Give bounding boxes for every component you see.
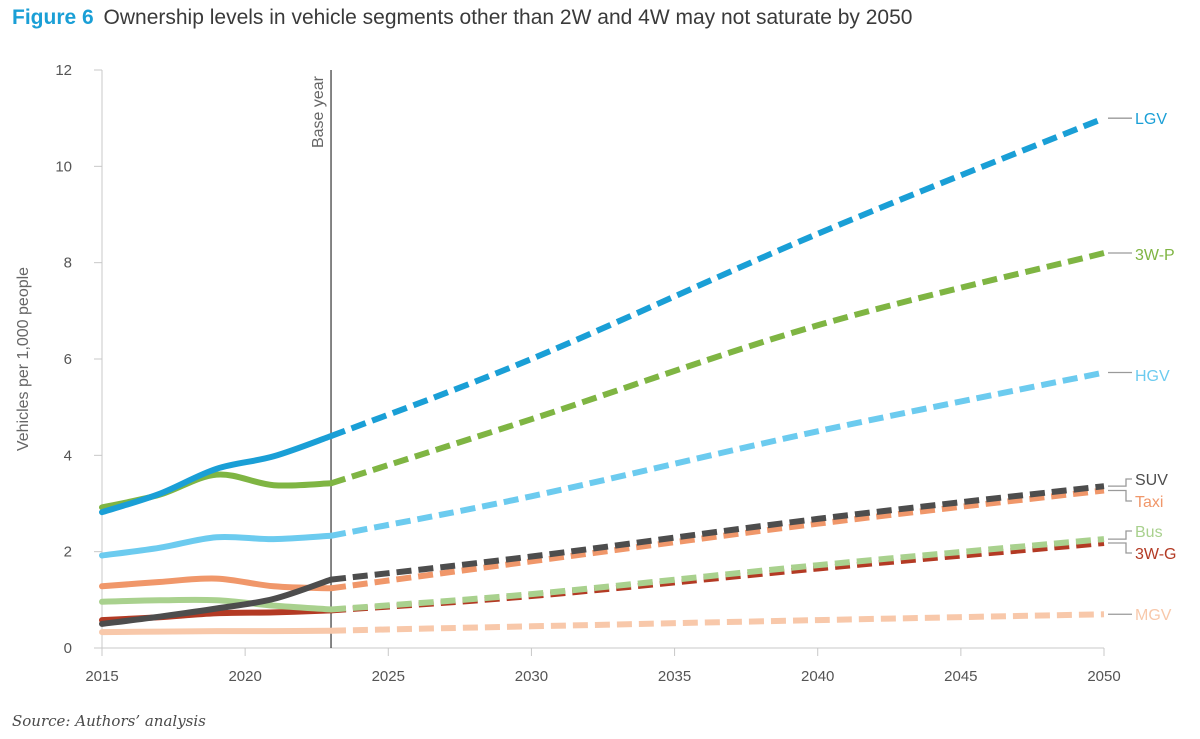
- y-tick-label: 0: [64, 640, 72, 657]
- series-projection-suv: [330, 483, 1105, 583]
- series-lines: [99, 115, 1106, 636]
- series-historical-bus: [99, 596, 334, 613]
- series-projection-taxi: [330, 487, 1105, 592]
- series-projection-3w-p: [330, 250, 1105, 487]
- connector-taxi: [1108, 489, 1132, 502]
- series-label-suv: SUV: [1135, 472, 1168, 489]
- y-axis-label: Vehicles per 1,000 people: [15, 267, 32, 451]
- series-label-lgv: LGV: [1135, 111, 1167, 128]
- series-historical-lgv: [99, 433, 334, 516]
- series-labels: LGV 3W-P HGV SUV Taxi Bus 3W-G MGV: [1108, 111, 1176, 624]
- x-tick-label: 2025: [372, 668, 405, 685]
- base-year-label: Base year: [310, 75, 327, 148]
- series-projection-bus: [330, 536, 1105, 613]
- series-label-3w-p: 3W-P: [1135, 247, 1175, 264]
- series-label-hgv: HGV: [1135, 368, 1170, 385]
- series-historical-mgv: [99, 627, 334, 636]
- connector-suv: [1108, 478, 1132, 487]
- x-tick-label: 2020: [228, 668, 261, 685]
- x-tick-label: 2035: [658, 668, 691, 685]
- figure-title: Ownership levels in vehicle segments oth…: [103, 6, 913, 29]
- series-historical-suv: [99, 576, 334, 627]
- series-label-bus: Bus: [1135, 524, 1163, 541]
- series-label-taxi: Taxi: [1135, 494, 1163, 511]
- y-tick-label: 6: [64, 351, 72, 368]
- y-tick-label: 10: [55, 158, 72, 175]
- chart-title: Figure 6 Ownership levels in vehicle seg…: [12, 6, 912, 30]
- connector-3w-g: [1108, 542, 1132, 554]
- base-year-marker: Base year: [310, 70, 332, 648]
- y-tick-label: 4: [64, 447, 72, 464]
- x-tick-label: 2040: [801, 668, 834, 685]
- series-historical-hgv: [99, 532, 334, 559]
- figure-label: Figure 6: [12, 6, 94, 29]
- series-projection-mgv: [330, 611, 1105, 634]
- series-label-3w-g: 3W-G: [1135, 546, 1176, 563]
- y-tick-label: 12: [55, 62, 72, 79]
- y-tick-label: 2: [64, 544, 72, 561]
- x-tick-label: 2050: [1087, 668, 1120, 685]
- series-projection-lgv: [329, 115, 1106, 439]
- connector-bus: [1108, 530, 1132, 540]
- x-tick-label: 2015: [85, 668, 118, 685]
- x-tick-label: 2030: [515, 668, 548, 685]
- source-note: Source: Authors’ analysis: [12, 712, 206, 730]
- series-label-mgv: MGV: [1135, 607, 1172, 624]
- series-historical-taxi: [99, 575, 334, 592]
- axes: 0 2 4 6 8 10 12 2015 2020 2025 2030 2035 2040 2045 205…: [15, 62, 1121, 685]
- x-tick-label: 2045: [944, 668, 977, 685]
- series-projection-hgv: [330, 369, 1105, 539]
- y-tick-label: 8: [64, 255, 72, 272]
